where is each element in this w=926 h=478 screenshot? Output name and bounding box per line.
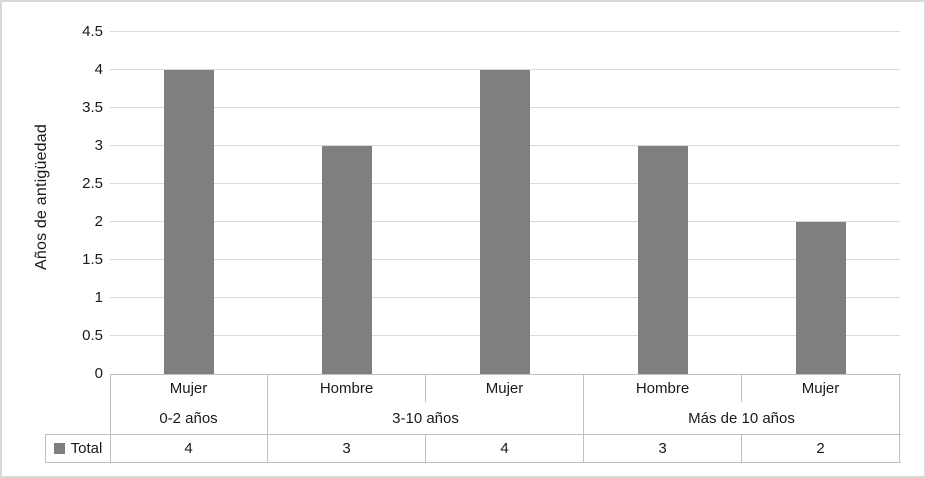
category-cell: Hombre	[584, 374, 742, 402]
y-tick-label: 0.5	[82, 327, 103, 344]
gridline	[110, 69, 900, 70]
value-cell: 3	[268, 434, 426, 462]
group-cell: 3-10 años	[268, 402, 584, 434]
table-bottom-line	[45, 462, 901, 463]
group-cell: Más de 10 años	[584, 402, 900, 434]
y-tick-label: 1	[94, 289, 103, 306]
category-group-row: 0-2 años 3-10 años Más de 10 años	[110, 402, 900, 434]
category-cell: Mujer	[110, 374, 268, 402]
category-cell: Mujer	[426, 374, 584, 402]
y-tick-label: 1.5	[82, 251, 103, 268]
y-tick-label: 2	[94, 213, 103, 230]
bar	[164, 70, 214, 374]
category-row: Mujer Hombre Mujer Hombre Mujer	[110, 374, 900, 402]
y-tick-label: 0	[94, 365, 103, 382]
bar	[638, 146, 688, 374]
value-cell: 3	[584, 434, 742, 462]
group-cell: 0-2 años	[110, 402, 268, 434]
x-axis-line	[110, 374, 901, 375]
y-tick-label: 2.5	[82, 175, 103, 192]
y-tick-label: 4.5	[82, 23, 103, 40]
bar	[480, 70, 530, 374]
legend-key: Total	[45, 434, 110, 462]
y-tick-label: 4	[94, 61, 103, 78]
table-left-border	[110, 374, 111, 462]
value-cell: 4	[110, 434, 268, 462]
bar	[322, 146, 372, 374]
value-cell: 4	[426, 434, 584, 462]
legend-label: Total	[70, 439, 103, 457]
legend-swatch-icon	[53, 442, 65, 454]
table-divider-line	[45, 434, 901, 435]
y-tick-label: 3	[94, 137, 103, 154]
plot-area	[110, 31, 900, 374]
category-cell: Mujer	[742, 374, 900, 402]
value-cell: 2	[742, 434, 900, 462]
y-tick-label: 3.5	[82, 99, 103, 116]
bar	[796, 222, 846, 374]
category-cell: Hombre	[268, 374, 426, 402]
gridline	[110, 31, 900, 32]
